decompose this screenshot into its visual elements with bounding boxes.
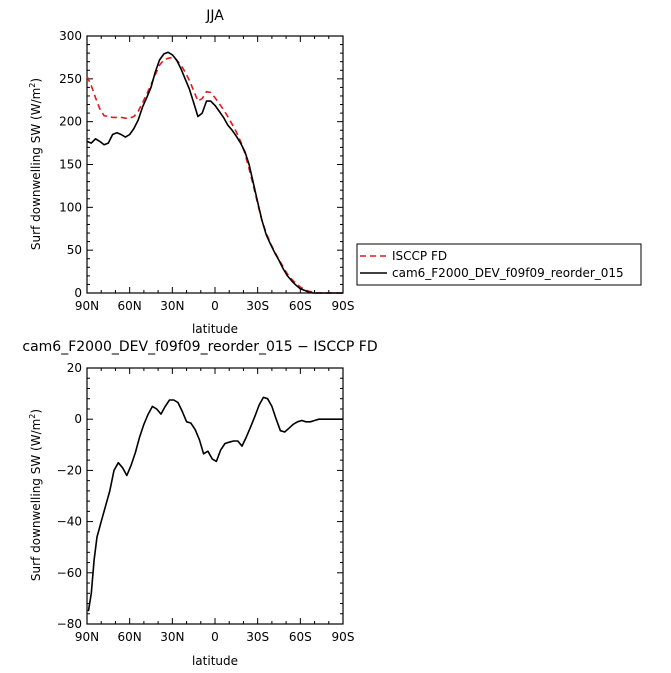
top-y-tick-label: 0 [74, 286, 82, 300]
bottom-x-axis-label: latitude [192, 654, 238, 668]
top-y-tick-label: 200 [59, 115, 82, 129]
top-x-tick-label: 60N [118, 299, 142, 313]
bottom-plot-frame [86, 367, 344, 625]
top-y-tick-label: 150 [59, 158, 82, 172]
bottom-panel: cam6_F2000_DEV_f09f09_reorder_015 − ISCC… [22, 339, 377, 668]
bottom-x-tick-label: 90N [75, 630, 99, 644]
bottom-x-tick-label: 60N [118, 630, 142, 644]
top-x-tick-label: 30S [246, 299, 269, 313]
bottom-series-line-0 [87, 396, 343, 612]
top-y-axis-label: Surf downwelling SW (W/m2) [28, 78, 43, 250]
bottom-y-tick-label: 0 [74, 412, 82, 426]
top-x-tick-label: 60S [289, 299, 312, 313]
top-series-line-1 [86, 51, 343, 294]
top-y-tick-label: 300 [59, 29, 82, 43]
bottom-y-tick-label: −40 [57, 515, 82, 529]
bottom-chart-title: cam6_F2000_DEV_f09f09_reorder_015 − ISCC… [22, 339, 377, 355]
top-x-axis-label: latitude [192, 322, 238, 336]
top-x-tick-label: 0 [211, 299, 219, 313]
bottom-x-tick-label: 30N [160, 630, 184, 644]
top-x-tick-label: 90S [332, 299, 355, 313]
top-panel: JJA Surf downwelling SW (W/m2) latitude … [28, 8, 354, 336]
top-y-tick-label: 50 [67, 243, 82, 257]
top-y-tick-label: 100 [59, 200, 82, 214]
top-x-tick-label: 30N [160, 299, 184, 313]
bottom-y-tick-label: −60 [57, 566, 82, 580]
legend-label-cam6: cam6_F2000_DEV_f09f09_reorder_015 [392, 266, 624, 280]
legend-label-isccp: ISCCP FD [392, 249, 447, 263]
legend: ISCCP FD cam6_F2000_DEV_f09f09_reorder_0… [356, 243, 642, 286]
bottom-x-tick-label: 0 [211, 630, 219, 644]
bottom-x-tick-label: 30S [246, 630, 269, 644]
bottom-y-axis-label: Surf downwelling SW (W/m2) [28, 409, 43, 581]
top-series-line-0 [86, 56, 343, 294]
top-plot-frame [86, 35, 344, 294]
top-chart-title: JJA [205, 8, 224, 24]
bottom-x-tick-label: 60S [289, 630, 312, 644]
bottom-y-tick-label: −80 [57, 617, 82, 631]
bottom-y-tick-label: −20 [57, 463, 82, 477]
legend-box [356, 243, 642, 286]
bottom-y-tick-label: 20 [67, 361, 82, 375]
top-x-tick-label: 90N [75, 299, 99, 313]
top-y-tick-label: 250 [59, 72, 82, 86]
bottom-x-tick-label: 90S [332, 630, 355, 644]
